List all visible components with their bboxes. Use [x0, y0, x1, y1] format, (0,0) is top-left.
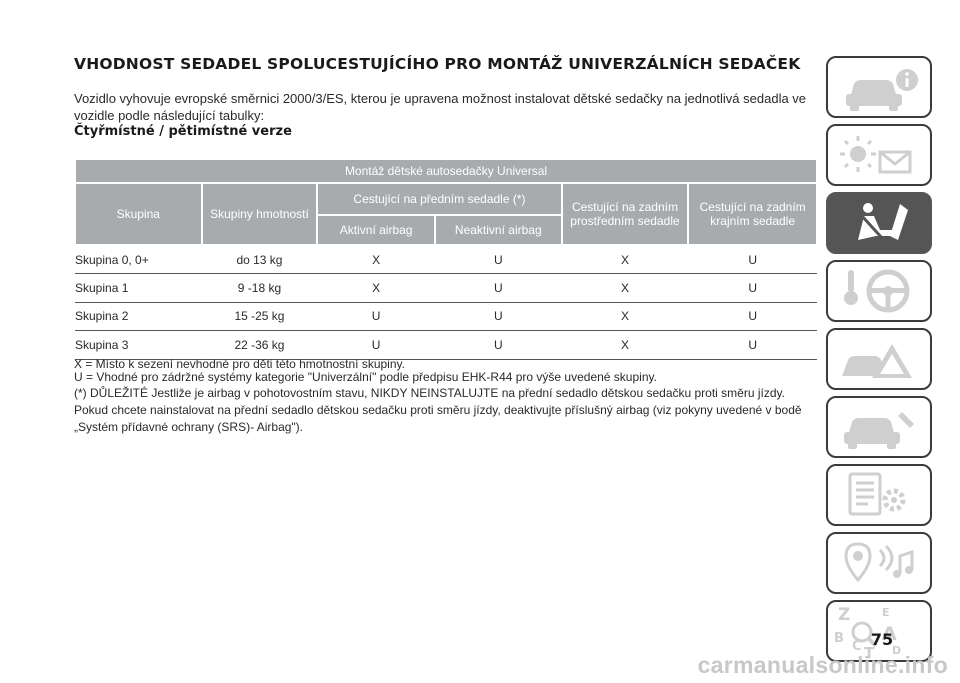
- cell-group: Skupina 1: [75, 273, 202, 303]
- tab-multimedia[interactable]: [826, 532, 932, 594]
- tab-index[interactable]: Z E B A C D T: [826, 600, 932, 662]
- svg-text:Z: Z: [838, 605, 850, 625]
- chapter-sidebar: Z E B A C D T: [826, 56, 932, 668]
- header-rear-side: Cestující na zadním krajním sedadle: [687, 182, 818, 246]
- header-weight: Skupiny hmotností: [200, 182, 319, 246]
- cell-group: Skupina 2: [75, 302, 202, 331]
- cell-front-inactive: U: [434, 302, 562, 331]
- cell-rear-center: X: [561, 273, 689, 303]
- table-row: Skupina 2 15 -25 kg U U X U: [75, 302, 817, 331]
- cell-group: Skupina 3: [75, 330, 202, 360]
- index-icon: Z E B A C D T: [834, 605, 901, 660]
- cell-rear-center: X: [561, 302, 689, 331]
- note-important: (*) DŮLEŽITÉ Jestliže je airbag v pohoto…: [74, 386, 802, 434]
- emergency-icon: [842, 344, 912, 378]
- cell-weight: 22 -36 kg: [201, 330, 318, 360]
- cell-weight: 15 -25 kg: [201, 302, 318, 331]
- tab-safety[interactable]: [826, 192, 932, 254]
- cell-rear-side: U: [688, 330, 817, 360]
- svg-text:D: D: [892, 644, 901, 657]
- note-x: X = Místo k sezení nevhodné pro děti tét…: [74, 357, 405, 371]
- child-seat-suitability-table: Montáž dětské autosedačky Universal Skup…: [74, 158, 818, 360]
- safety-seatbelt-icon: [858, 203, 908, 240]
- note-u: U = Vhodné pro zádržné systémy kategorie…: [74, 370, 657, 384]
- tab-technical-data[interactable]: [826, 464, 932, 526]
- starting-driving-icon: [844, 269, 910, 313]
- tab-emergency[interactable]: [826, 328, 932, 390]
- car-info-icon: [846, 69, 918, 111]
- maintenance-icon: [844, 412, 914, 449]
- tab-starting-driving[interactable]: [826, 260, 932, 322]
- header-group: Skupina: [74, 182, 203, 246]
- section-heading: VHODNOST SEDADEL SPOLUCESTUJÍCÍHO PRO MO…: [74, 55, 801, 73]
- header-front-passenger: Cestující na předním sedadle (*): [316, 182, 563, 216]
- cell-rear-center: X: [561, 330, 689, 360]
- table-notes: X = Místo k sezení nevhodné pro děti tét…: [74, 358, 819, 436]
- warning-lights-icon: [840, 136, 912, 174]
- technical-data-icon: [848, 472, 906, 516]
- watermark: carmanualsonline.info: [697, 652, 948, 678]
- cell-front-inactive: U: [434, 330, 562, 360]
- cell-front-active: U: [317, 330, 435, 360]
- tab-maintenance[interactable]: [826, 396, 932, 458]
- cell-front-inactive: U: [434, 245, 562, 274]
- header-airbag-active: Aktivní airbag: [316, 214, 436, 246]
- svg-text:T: T: [864, 644, 875, 660]
- table-title: Montáž dětské autosedačky Universal: [74, 158, 818, 184]
- cell-weight: 9 -18 kg: [201, 273, 318, 303]
- svg-text:C: C: [852, 639, 862, 654]
- svg-text:A: A: [882, 623, 897, 645]
- table-row: Skupina 1 9 -18 kg X U X U: [75, 273, 817, 303]
- header-airbag-inactive: Neaktivní airbag: [433, 214, 563, 246]
- header-rear-center: Cestující na zadním prostředním sedadle: [560, 182, 690, 246]
- version-subheading: Čtyřmístné / pětimístné verze: [74, 124, 292, 139]
- table-row: Skupina 3 22 -36 kg U U X U: [75, 330, 817, 360]
- cell-rear-center: X: [561, 245, 689, 274]
- intro-paragraph: Vozidlo vyhovuje evropské směrnici 2000/…: [74, 91, 807, 123]
- cell-rear-side: U: [688, 245, 817, 274]
- svg-text:E: E: [882, 606, 890, 619]
- tab-warning-lights[interactable]: [826, 124, 932, 186]
- cell-rear-side: U: [688, 273, 817, 303]
- tab-car-info[interactable]: [826, 56, 932, 118]
- table-row: Skupina 0, 0+ do 13 kg X U X U: [75, 245, 817, 274]
- multimedia-icon: [844, 542, 914, 583]
- cell-front-active: X: [317, 273, 435, 303]
- cell-front-active: X: [317, 245, 435, 274]
- cell-rear-side: U: [688, 302, 817, 331]
- cell-front-active: U: [317, 302, 435, 331]
- cell-weight: do 13 kg: [201, 245, 318, 274]
- svg-text:B: B: [834, 631, 844, 646]
- page-number: 75: [870, 630, 894, 649]
- cell-front-inactive: U: [434, 273, 562, 303]
- cell-group: Skupina 0, 0+: [75, 245, 202, 274]
